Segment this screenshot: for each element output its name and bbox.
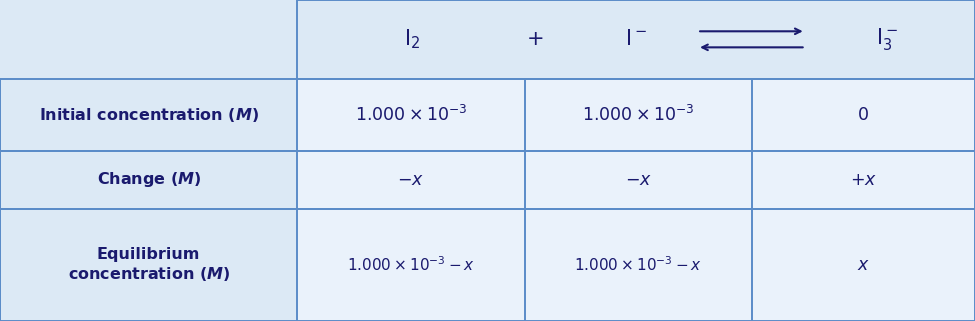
Text: $\mathsf{I^-}$: $\mathsf{I^-}$ [625, 29, 647, 49]
Text: $1.000 \times 10^{-3}$: $1.000 \times 10^{-3}$ [355, 105, 467, 125]
Bar [0, 151, 297, 209]
Text: $\mathsf{I_2}$: $\mathsf{I_2}$ [405, 28, 420, 51]
Text: $\mathsf{I_3^-}$: $\mathsf{I_3^-}$ [876, 26, 898, 52]
Bar [0, 79, 297, 151]
Text: $-x$: $-x$ [625, 171, 651, 189]
Bar [525, 151, 752, 209]
Bar [297, 0, 975, 79]
Text: $0$: $0$ [857, 106, 870, 124]
Bar [297, 79, 525, 151]
Bar [0, 209, 297, 321]
Bar [752, 151, 975, 209]
Text: $1.000 \times 10^{-3} - x$: $1.000 \times 10^{-3} - x$ [574, 256, 702, 274]
Text: $-x$: $-x$ [398, 171, 424, 189]
Text: $\mathsf{+}$: $\mathsf{+}$ [526, 29, 543, 49]
Bar [752, 79, 975, 151]
Text: $1.000 \times 10^{-3}$: $1.000 \times 10^{-3}$ [582, 105, 694, 125]
Text: $+x$: $+x$ [850, 171, 877, 189]
Bar [752, 209, 975, 321]
Text: Equilibrium
concentration ($\bfit{M}$): Equilibrium concentration ($\bfit{M}$) [67, 247, 230, 283]
Bar [297, 209, 525, 321]
Bar [525, 79, 752, 151]
Bar [0, 0, 297, 79]
Bar [297, 151, 525, 209]
Bar [525, 209, 752, 321]
Text: $1.000 \times 10^{-3} - x$: $1.000 \times 10^{-3} - x$ [347, 256, 475, 274]
Text: $x$: $x$ [857, 256, 870, 274]
Text: Change ($\bfit{M}$): Change ($\bfit{M}$) [97, 170, 201, 189]
Text: Initial concentration ($\bfit{M}$): Initial concentration ($\bfit{M}$) [39, 106, 258, 124]
